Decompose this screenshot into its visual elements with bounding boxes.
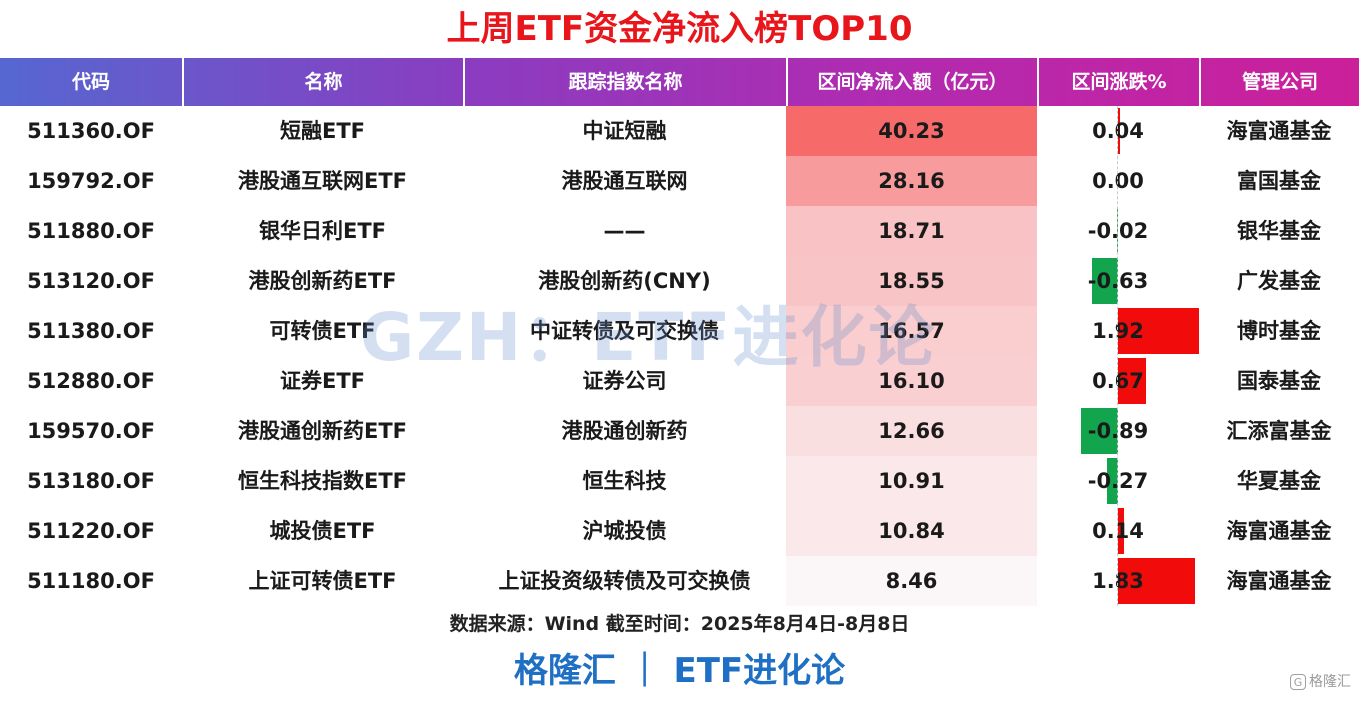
cell-company: 华夏基金 [1237, 469, 1321, 493]
net-inflow-heat-cell [786, 306, 1037, 356]
table-row: 511360.OF 短融ETF 中证短融 40.23 0.04 海富通基金 [0, 106, 1359, 156]
header-company: 管理公司 [1199, 58, 1359, 106]
cell-change: -0.63 [1087, 269, 1149, 293]
cell-name: 港股通创新药ETF [237, 419, 407, 443]
cell-name: 证券ETF [279, 369, 365, 393]
cell-name: 城投债ETF [269, 519, 376, 543]
cell-company: 博时基金 [1237, 319, 1321, 343]
header-index: 跟踪指数名称 [463, 58, 786, 106]
cell-net-inflow: 16.10 [878, 369, 945, 393]
cell-company: 富国基金 [1237, 169, 1321, 193]
change-bar-negative [1080, 408, 1118, 454]
cell-index: 中证短融 [582, 119, 667, 143]
change-bar-positive [1118, 558, 1195, 604]
cell-company: 海富通基金 [1226, 119, 1332, 143]
cell-index: 港股通互联网 [561, 169, 688, 193]
net-inflow-heat-cell [786, 106, 1037, 156]
cell-net-inflow: 8.46 [885, 569, 938, 593]
cell-name: 上证可转债ETF [248, 569, 397, 593]
cell-name: 港股创新药ETF [248, 269, 397, 293]
cell-net-inflow: 18.55 [878, 269, 945, 293]
table-row: 513120.OF 港股创新药ETF 港股创新药(CNY) 18.55 -0.63 广发基… [0, 256, 1359, 306]
header-change: 区间涨跌% [1037, 58, 1199, 106]
gelonghui-logo-icon: G [1290, 674, 1306, 690]
table-row: 511220.OF 城投债ETF 沪城投债 10.84 0.14 海富通基金 [0, 506, 1359, 556]
cell-company: 银华基金 [1237, 219, 1321, 243]
cell-name: 恒生科技指数ETF [237, 469, 407, 493]
cell-code: 511180.OF [27, 569, 155, 593]
cell-name: 可转债ETF [269, 319, 376, 343]
net-inflow-heat-cell [786, 256, 1037, 306]
cell-code: 512880.OF [27, 369, 155, 393]
net-inflow-heat-cell [786, 456, 1037, 506]
cell-index: —— [603, 219, 646, 243]
cell-net-inflow: 18.71 [878, 219, 945, 243]
table-row: 159792.OF 港股通互联网ETF 港股通互联网 28.16 0.00 富国基金 [0, 156, 1359, 206]
table-row: 511880.OF 银华日利ETF —— 18.71 -0.02 银华基金 [0, 206, 1359, 256]
net-inflow-heat-cell [786, 556, 1037, 606]
net-inflow-heat-cell [786, 406, 1037, 456]
cell-index: 港股通创新药 [561, 419, 688, 443]
brand-footer: 格隆汇 ｜ ETF进化论 [513, 651, 846, 691]
data-source-note: 数据来源：Wind 截至时间：2025年8月4日-8月8日 [449, 613, 910, 635]
table-row: 512880.OF 证券ETF 证券公司 16.10 0.67 国泰基金 [0, 356, 1359, 406]
cell-code: 511360.OF [27, 119, 155, 143]
header-code: 代码 [71, 71, 110, 93]
cell-company: 海富通基金 [1226, 569, 1332, 593]
change-zero-axis [1117, 106, 1119, 606]
header-name: 名称 [182, 58, 463, 106]
cell-name: 短融ETF [279, 119, 365, 143]
cell-name: 港股通互联网ETF [237, 169, 407, 193]
net-inflow-heat-cell [786, 156, 1037, 206]
cell-index: 港股创新药(CNY) [538, 269, 711, 293]
corner-watermark-text: 格隆汇 [1309, 674, 1351, 690]
net-inflow-heat-cell [786, 206, 1037, 256]
cell-index: 证券公司 [582, 369, 667, 393]
table-body: 511360.OF 短融ETF 中证短融 40.23 0.04 海富通基金 159792.O… [0, 106, 1359, 606]
cell-code: 159570.OF [27, 419, 155, 443]
cell-index: 沪城投债 [582, 519, 667, 543]
corner-watermark: G 格隆汇 [1290, 671, 1351, 693]
cell-change: -0.89 [1087, 419, 1149, 443]
cell-index: 恒生科技 [582, 469, 667, 493]
cell-index: 中证转债及可交换债 [530, 319, 719, 343]
cell-net-inflow: 40.23 [878, 119, 945, 143]
cell-code: 511380.OF [27, 319, 155, 343]
table-row: 159570.OF 港股通创新药ETF 港股通创新药 12.66 -0.89 汇添富基金 [0, 406, 1359, 456]
table-row: 511180.OF 上证可转债ETF 上证投资级转债及可交换债 8.46 1.83 海富通… [0, 556, 1359, 606]
etf-table: 代码 名称 跟踪指数名称 区间净流入额（亿元） 区间涨跌% 管理公司 51136… [0, 58, 1359, 606]
cell-code: 511880.OF [27, 219, 155, 243]
table-row: 513180.OF 恒生科技指数ETF 恒生科技 10.91 -0.27 华夏基金 [0, 456, 1359, 506]
change-bar-positive [1118, 108, 1120, 154]
change-bar-negative [1106, 458, 1118, 504]
net-inflow-heat-cell [786, 356, 1037, 406]
change-bar-positive [1118, 358, 1147, 404]
change-bar-negative [1091, 258, 1118, 304]
cell-change: -0.02 [1087, 219, 1149, 243]
cell-code: 513120.OF [27, 269, 155, 293]
cell-code: 159792.OF [27, 169, 155, 193]
cell-change: -0.27 [1087, 469, 1149, 493]
cell-company: 国泰基金 [1237, 369, 1321, 393]
change-bar-positive [1118, 508, 1124, 554]
cell-name: 银华日利ETF [258, 219, 386, 243]
cell-code: 511220.OF [27, 519, 155, 543]
table-header: 代码 名称 跟踪指数名称 区间净流入额（亿元） 区间涨跌% 管理公司 [0, 58, 1359, 106]
table-row: 511380.OF 可转债ETF 中证转债及可交换债 16.57 1.92 博时基金 [0, 306, 1359, 356]
cell-net-inflow: 10.91 [878, 469, 945, 493]
cell-company: 广发基金 [1237, 269, 1321, 293]
cell-company: 汇添富基金 [1226, 419, 1332, 443]
chart-title: 上周ETF资金净流入榜TOP10 [446, 9, 913, 49]
cell-net-inflow: 12.66 [878, 419, 945, 443]
cell-net-inflow: 28.16 [878, 169, 945, 193]
cell-index: 上证投资级转债及可交换债 [498, 569, 751, 593]
change-bar-positive [1118, 308, 1199, 354]
net-inflow-heat-cell [786, 506, 1037, 556]
cell-code: 513180.OF [27, 469, 155, 493]
cell-net-inflow: 10.84 [878, 519, 945, 543]
cell-net-inflow: 16.57 [878, 319, 945, 343]
header-net-inflow: 区间净流入额（亿元） [786, 58, 1037, 106]
cell-company: 海富通基金 [1226, 519, 1332, 543]
